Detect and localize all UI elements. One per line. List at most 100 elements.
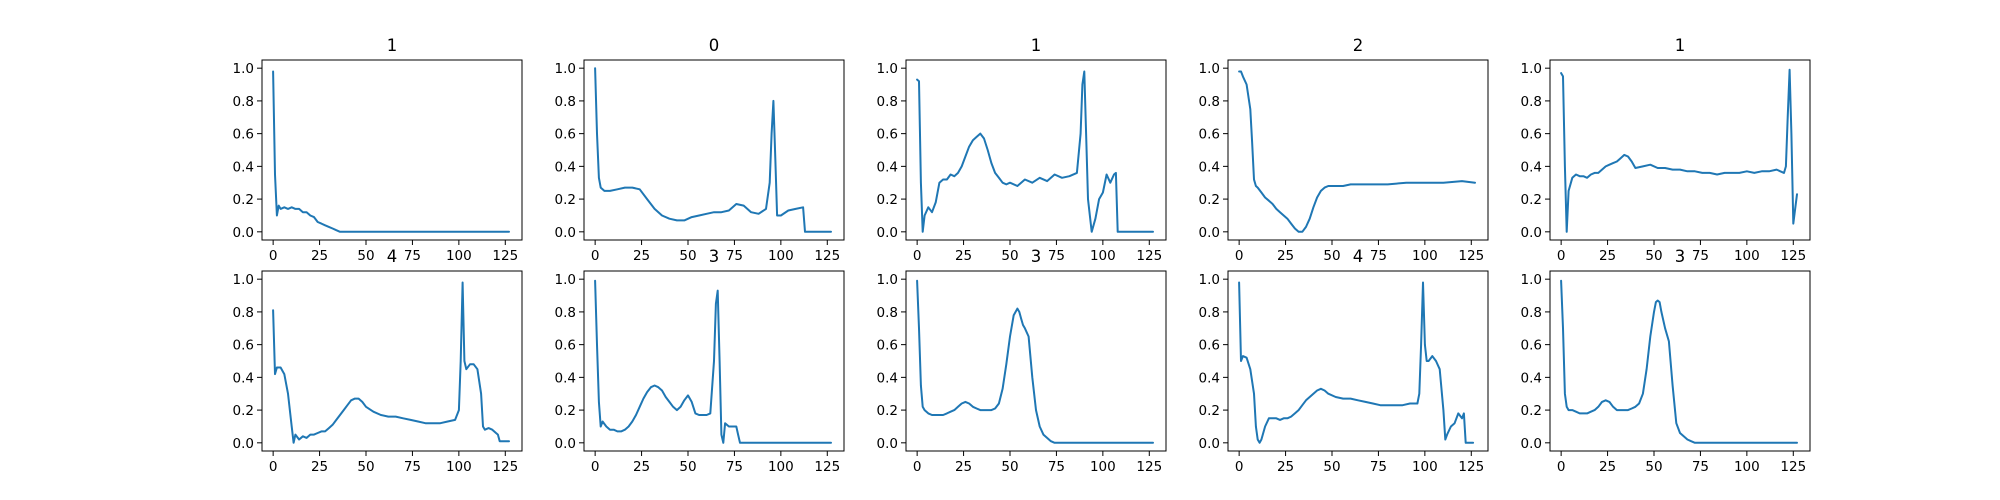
- subplot-title: 3: [1031, 247, 1042, 266]
- subplot-title: 1: [387, 36, 398, 55]
- y-tick-label: 0.4: [233, 370, 254, 386]
- subplot-title: 0: [709, 36, 720, 55]
- x-tick-label: 50: [679, 459, 696, 475]
- y-tick-label: 0.0: [1521, 225, 1542, 241]
- x-tick-label: 100: [446, 459, 472, 475]
- y-tick-label: 0.0: [1199, 225, 1220, 241]
- y-tick-label: 0.4: [1521, 159, 1542, 175]
- subplot-title: 4: [1353, 247, 1364, 266]
- y-tick-label: 0.0: [877, 436, 898, 452]
- x-tick-label: 100: [1412, 459, 1438, 475]
- axes-frame: [261, 59, 523, 241]
- x-tick-label: 125: [492, 248, 518, 264]
- subplot-title: 3: [1675, 247, 1686, 266]
- x-tick-label: 125: [814, 248, 840, 264]
- x-tick-label: 125: [814, 459, 840, 475]
- y-tick-label: 0.0: [877, 225, 898, 241]
- series-line: [594, 67, 832, 233]
- y-tick-label: 0.4: [1521, 370, 1542, 386]
- y-tick-label: 0.2: [555, 192, 576, 208]
- y-tick-label: 0.0: [233, 225, 254, 241]
- y-tick-label: 0.0: [555, 225, 576, 241]
- y-tick-label: 0.2: [1521, 403, 1542, 419]
- y-tick-label: 0.6: [1199, 127, 1220, 143]
- y-tick-label: 0.6: [1199, 338, 1220, 354]
- y-tick-label: 0.8: [877, 94, 898, 110]
- y-tick-label: 0.2: [233, 403, 254, 419]
- x-tick-label: 125: [1458, 248, 1484, 264]
- x-tick-label: 0: [1235, 248, 1244, 264]
- x-tick-label: 100: [768, 248, 794, 264]
- subplot-title: 1: [1675, 36, 1686, 55]
- y-tick-label: 1.0: [1199, 61, 1220, 77]
- axes-frame: [1549, 270, 1811, 452]
- axes-frame: [583, 59, 845, 241]
- x-tick-label: 75: [1692, 248, 1709, 264]
- x-tick-label: 50: [357, 248, 374, 264]
- y-tick-label: 0.6: [877, 338, 898, 354]
- series-line: [916, 70, 1154, 233]
- y-tick-label: 0.8: [555, 94, 576, 110]
- x-tick-label: 100: [1734, 248, 1760, 264]
- x-tick-label: 75: [726, 248, 743, 264]
- y-tick-label: 0.4: [1199, 159, 1220, 175]
- x-tick-label: 0: [1557, 459, 1566, 475]
- series-line: [272, 281, 510, 444]
- y-tick-label: 0.2: [1199, 403, 1220, 419]
- x-tick-label: 75: [1048, 248, 1065, 264]
- series-line: [1560, 68, 1798, 233]
- x-tick-label: 75: [1692, 459, 1709, 475]
- x-tick-label: 75: [1370, 248, 1387, 264]
- x-tick-label: 75: [1048, 459, 1065, 475]
- y-tick-label: 0.8: [555, 305, 576, 321]
- subplot-title: 1: [1031, 36, 1042, 55]
- y-tick-label: 0.4: [555, 159, 576, 175]
- y-tick-label: 1.0: [555, 272, 576, 288]
- x-tick-label: 0: [913, 248, 922, 264]
- x-tick-label: 75: [404, 248, 421, 264]
- y-tick-label: 1.0: [877, 272, 898, 288]
- x-tick-label: 25: [955, 459, 972, 475]
- y-tick-label: 0.2: [555, 403, 576, 419]
- y-tick-label: 0.6: [877, 127, 898, 143]
- y-tick-label: 0.2: [1521, 192, 1542, 208]
- subplot-title: 2: [1353, 36, 1364, 55]
- y-tick-label: 0.8: [877, 305, 898, 321]
- series-line: [1560, 279, 1798, 444]
- y-tick-label: 1.0: [1199, 272, 1220, 288]
- x-tick-label: 125: [492, 459, 518, 475]
- x-tick-label: 0: [913, 459, 922, 475]
- x-tick-label: 50: [1645, 459, 1662, 475]
- x-tick-label: 100: [768, 459, 794, 475]
- x-tick-label: 25: [633, 248, 650, 264]
- x-tick-label: 125: [1780, 459, 1806, 475]
- x-tick-label: 50: [1001, 248, 1018, 264]
- y-tick-label: 1.0: [1521, 272, 1542, 288]
- y-tick-label: 0.8: [1521, 305, 1542, 321]
- y-tick-label: 0.2: [1199, 192, 1220, 208]
- y-tick-label: 0.2: [233, 192, 254, 208]
- y-tick-label: 0.0: [1199, 436, 1220, 452]
- x-tick-label: 100: [1090, 459, 1116, 475]
- x-tick-label: 100: [1090, 248, 1116, 264]
- y-tick-label: 0.8: [233, 305, 254, 321]
- x-tick-label: 0: [591, 459, 600, 475]
- axes-frame: [905, 59, 1167, 241]
- x-tick-label: 25: [1277, 248, 1294, 264]
- y-tick-label: 1.0: [555, 61, 576, 77]
- subplot-title: 4: [387, 247, 398, 266]
- y-tick-label: 1.0: [233, 272, 254, 288]
- axes-frame: [905, 270, 1167, 452]
- axes-frame: [1549, 59, 1811, 241]
- x-tick-label: 25: [633, 459, 650, 475]
- y-tick-label: 0.2: [877, 403, 898, 419]
- x-tick-label: 25: [1277, 459, 1294, 475]
- x-tick-label: 0: [1235, 459, 1244, 475]
- x-tick-label: 25: [955, 248, 972, 264]
- x-tick-label: 0: [269, 248, 278, 264]
- y-tick-label: 0.0: [555, 436, 576, 452]
- x-tick-label: 0: [1557, 248, 1566, 264]
- x-tick-label: 100: [1412, 248, 1438, 264]
- x-tick-label: 75: [1370, 459, 1387, 475]
